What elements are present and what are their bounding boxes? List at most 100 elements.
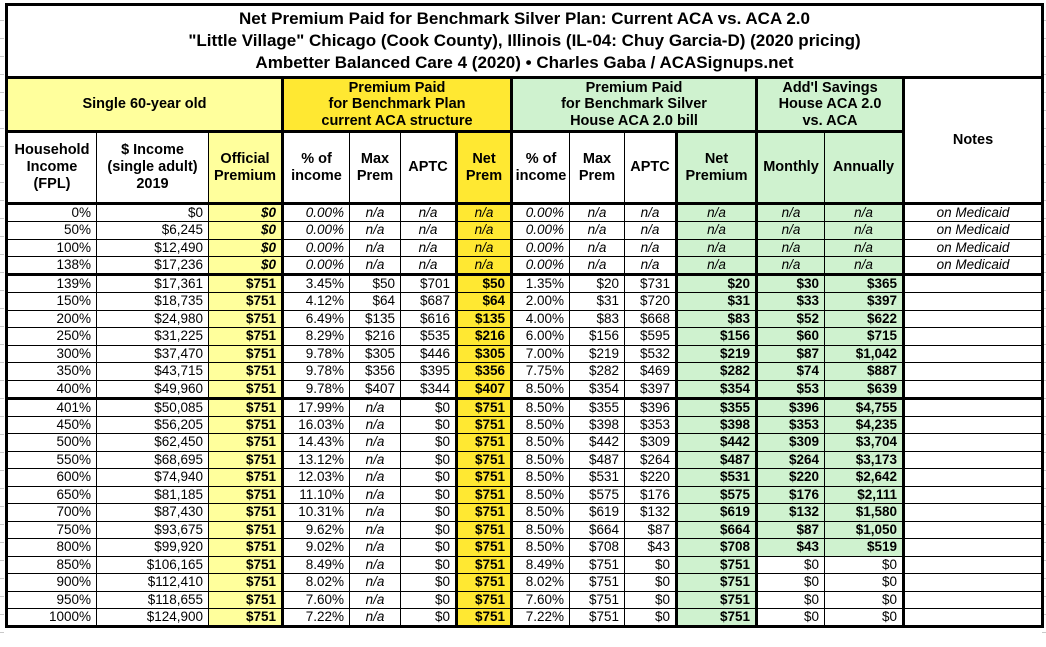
cell-aca2-net-premium: $156 (675, 327, 757, 346)
table-row: 138% $17,236 $0 0.00% n/a n/a n/a 0.00% n/a n/a n/… (6, 256, 1043, 276)
cell-aca-pct-income: 10.31% (281, 503, 350, 522)
cell-aca-max-prem: $305 (349, 344, 401, 363)
cell-aca-aptc: $0 (400, 397, 457, 417)
cell-aca-aptc: $0 (400, 468, 457, 487)
cell-note (902, 433, 1043, 452)
cell-aca-pct-income: 7.60% (281, 590, 350, 609)
cell-aca2-net-premium: n/a (675, 238, 757, 257)
cell-aca2-pct-income: 8.50% (510, 397, 570, 417)
cell-income: $50,085 (96, 397, 209, 417)
cell-aca2-net-premium: $83 (675, 309, 757, 328)
cell-savings-annually: n/a (824, 256, 904, 276)
cell-savings-monthly: n/a (755, 256, 825, 276)
cell-aca-net-prem: n/a (455, 203, 512, 222)
cell-aca-pct-income: 4.12% (281, 292, 350, 311)
group-header-savings: Add'l Savings House ACA 2.0 vs. ACA (755, 77, 904, 133)
cell-official-premium: $0 (208, 256, 283, 276)
table-row: 139% $17,361 $751 3.45% $50 $701 $50 1.35% $20 $7… (6, 274, 1043, 293)
cell-aca-max-prem: n/a (349, 555, 401, 574)
table-row: 0% $0 $0 0.00% n/a n/a n/a 0.00% n/a n/a n/a n/a n/a… (6, 203, 1043, 222)
cell-aca2-pct-income: 0.00% (510, 256, 570, 276)
cell-official-premium: $751 (208, 397, 283, 417)
cell-note (902, 327, 1043, 346)
cell-aca-aptc: $395 (400, 362, 457, 381)
cell-aca-net-prem: $751 (455, 450, 512, 469)
cell-savings-annually: $3,704 (824, 433, 904, 452)
cell-aca2-max-prem: $156 (569, 327, 625, 346)
cell-aca2-net-premium: $751 (675, 590, 757, 609)
cell-aca2-net-premium: $487 (675, 450, 757, 469)
cell-aca2-pct-income: 0.00% (510, 203, 570, 222)
group-header-subject: Single 60-year old (6, 77, 283, 133)
cell-note (902, 309, 1043, 328)
cell-aca2-aptc: $0 (624, 573, 677, 592)
cell-aca2-net-premium: $355 (675, 397, 757, 417)
cell-aca-net-prem: $751 (455, 503, 512, 522)
cell-note: on Medicaid (902, 203, 1043, 222)
cell-aca-aptc: n/a (400, 238, 457, 257)
cell-aca2-net-premium: $531 (675, 468, 757, 487)
cell-aca-pct-income: 11.10% (281, 485, 350, 504)
cell-aca-max-prem: n/a (349, 433, 401, 452)
cell-aca2-max-prem: $751 (569, 590, 625, 609)
cell-income: $87,430 (96, 503, 209, 522)
cell-aca-aptc: $0 (400, 450, 457, 469)
cell-aca-max-prem: n/a (349, 397, 401, 417)
cell-aca2-aptc: n/a (624, 238, 677, 257)
cell-income: $56,205 (96, 415, 209, 434)
cell-aca2-net-premium: $751 (675, 608, 757, 627)
premium-comparison-table: Net Premium Paid for Benchmark Silver Pl… (5, 3, 1044, 628)
cell-aca-pct-income: 0.00% (281, 238, 350, 257)
cell-savings-annually: $519 (824, 538, 904, 557)
cell-savings-monthly: $0 (755, 555, 825, 574)
cell-aca2-pct-income: 8.50% (510, 485, 570, 504)
cell-aca2-max-prem: $219 (569, 344, 625, 363)
cell-income: $17,236 (96, 256, 209, 276)
cell-aca-aptc: $0 (400, 485, 457, 504)
cell-aca2-max-prem: $619 (569, 503, 625, 522)
cell-aca-aptc: $701 (400, 274, 457, 293)
table-row: 950% $118,655 $751 7.60% n/a $0 $751 7.60% $751 $… (6, 590, 1043, 609)
cell-aca-aptc: $0 (400, 590, 457, 609)
cell-aca2-net-premium: $751 (675, 573, 757, 592)
cell-aca-pct-income: 9.62% (281, 520, 350, 539)
cell-savings-monthly: $43 (755, 538, 825, 557)
cell-savings-monthly: $309 (755, 433, 825, 452)
cell-aca-aptc: $616 (400, 309, 457, 328)
cell-savings-annually: $4,755 (824, 397, 904, 417)
cell-income: $118,655 (96, 590, 209, 609)
cell-note (902, 450, 1043, 469)
cell-aca2-net-premium: $664 (675, 520, 757, 539)
cell-aca-net-prem: $64 (455, 292, 512, 311)
cell-aca-pct-income: 9.78% (281, 344, 350, 363)
cell-aca-net-prem: $407 (455, 379, 512, 400)
column-header-fpl: Household Income (FPL) (6, 131, 97, 205)
column-header-aca-pct-income: % of income (281, 131, 350, 205)
cell-aca2-aptc: $469 (624, 362, 677, 381)
cell-official-premium: $751 (208, 344, 283, 363)
cell-savings-monthly: n/a (755, 238, 825, 257)
cell-official-premium: $751 (208, 468, 283, 487)
cell-aca-net-prem: n/a (455, 256, 512, 276)
cell-official-premium: $751 (208, 503, 283, 522)
cell-aca-aptc: n/a (400, 221, 457, 240)
cell-aca-net-prem: $50 (455, 274, 512, 293)
cell-income: $112,410 (96, 573, 209, 592)
cell-aca-max-prem: $356 (349, 362, 401, 381)
cell-savings-monthly: $53 (755, 379, 825, 400)
cell-aca2-aptc: $43 (624, 538, 677, 557)
column-header-aca2-max-prem: Max Prem (569, 131, 625, 205)
cell-aca2-max-prem: $354 (569, 379, 625, 400)
cell-aca-aptc: $344 (400, 379, 457, 400)
cell-aca2-aptc: $132 (624, 503, 677, 522)
table-row: 450% $56,205 $751 16.03% n/a $0 $751 8.50% $398 $… (6, 415, 1043, 434)
cell-aca-pct-income: 13.12% (281, 450, 350, 469)
spreadsheet-sheet: Net Premium Paid for Benchmark Silver Pl… (0, 3, 1046, 647)
cell-official-premium: $751 (208, 362, 283, 381)
cell-official-premium: $751 (208, 327, 283, 346)
cell-aca2-net-premium: $708 (675, 538, 757, 557)
cell-aca2-aptc: $720 (624, 292, 677, 311)
cell-aca2-aptc: $396 (624, 397, 677, 417)
cell-note (902, 274, 1043, 293)
cell-aca-max-prem: n/a (349, 238, 401, 257)
